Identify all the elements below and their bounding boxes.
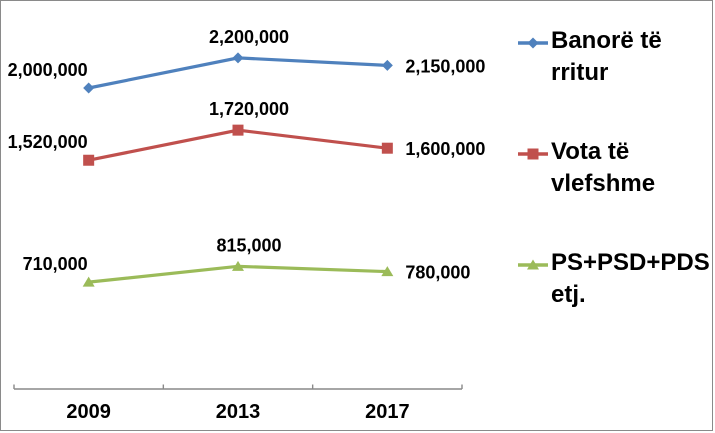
x-tick-label: 2009 bbox=[66, 401, 111, 423]
legend-item-ps-psd-pds: PS+PSD+PDS etj. bbox=[518, 247, 710, 311]
data-point-triangle-icon bbox=[82, 276, 95, 287]
legend-item-banore-te-rritur: Banorë të rritur bbox=[518, 25, 703, 89]
legend-triangle-icon bbox=[527, 259, 539, 270]
data-label: 710,000 bbox=[23, 254, 88, 274]
legend-square-icon bbox=[527, 148, 539, 160]
data-point-triangle-icon bbox=[232, 260, 244, 271]
data-point-diamond-icon bbox=[232, 52, 244, 64]
data-point-diamond-icon bbox=[381, 59, 393, 71]
legend-label: PS+PSD+PDS etj. bbox=[551, 249, 710, 308]
data-label: 780,000 bbox=[405, 263, 470, 283]
data-label: 815,000 bbox=[216, 235, 281, 255]
data-point-square-icon bbox=[232, 124, 244, 136]
legend-label: Banorë të rritur bbox=[551, 27, 662, 86]
data-point-square-icon bbox=[381, 142, 393, 154]
x-tick-label: 2017 bbox=[365, 401, 410, 423]
data-label: 2,000,000 bbox=[8, 60, 88, 80]
legend-diamond-icon bbox=[527, 37, 539, 49]
data-label: 2,150,000 bbox=[405, 56, 485, 76]
legend-square-line-icon bbox=[518, 148, 548, 160]
legend: Banorë të rritur Vota të vlefshme PS+PSD… bbox=[518, 1, 712, 430]
legend-item-vota-te-vlefshme: Vota të vlefshme bbox=[518, 136, 703, 200]
data-point-triangle-icon bbox=[381, 266, 394, 277]
legend-label: Vota të vlefshme bbox=[551, 138, 656, 197]
x-tick-label: 2013 bbox=[216, 401, 261, 423]
data-label: 1,520,000 bbox=[8, 132, 88, 152]
data-label: 1,720,000 bbox=[209, 99, 289, 119]
legend-triangle-line-icon bbox=[518, 259, 548, 270]
data-label: 2,200,000 bbox=[209, 27, 289, 47]
legend-diamond-line-icon bbox=[518, 37, 548, 49]
data-point-square-icon bbox=[83, 154, 95, 166]
data-point-diamond-icon bbox=[83, 82, 95, 94]
data-label: 1,600,000 bbox=[405, 139, 485, 159]
x-axis bbox=[13, 384, 463, 390]
